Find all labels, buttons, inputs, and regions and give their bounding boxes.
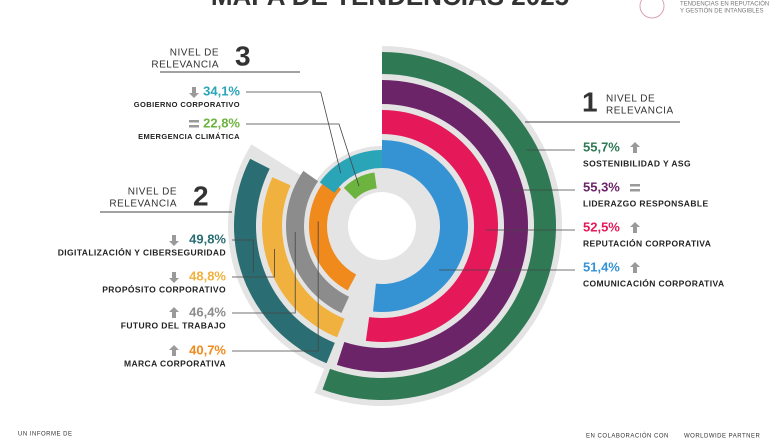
trend-up-arrow — [630, 142, 640, 153]
percentage: 40,7% — [189, 342, 226, 357]
trend-name: GOBIERNO CORPORATIVO — [134, 100, 240, 109]
percentage: 34,1% — [203, 83, 240, 98]
logo: TENDENCIAS EN REPUTACIÓN Y GESTIÓN DE IN… — [639, 0, 769, 19]
trend-arc — [336, 80, 528, 372]
level-label: NIVEL DE — [606, 94, 655, 105]
percentage: 48,8% — [189, 268, 226, 283]
leader-line — [232, 232, 296, 314]
trend-up-arrow — [630, 222, 640, 233]
percentage: 51,4% — [583, 259, 620, 274]
percentage: 46,4% — [189, 304, 226, 319]
level-number: 3 — [235, 40, 251, 71]
level-label: RELEVANCIA — [606, 106, 674, 117]
trend-name: MARCA CORPORATIVA — [124, 358, 226, 368]
trend-name: DIGITALIZACIÓN Y CIBERSEGURIDAD — [58, 246, 226, 257]
level-number: 1 — [582, 86, 598, 117]
trend-up-arrow — [169, 345, 179, 356]
level-label: RELEVANCIA — [109, 199, 177, 210]
level-number: 2 — [193, 180, 209, 211]
trend-equal — [630, 189, 640, 192]
leader-line — [232, 221, 319, 352]
trend-name: SOSTENIBILIDAD Y ASG — [583, 158, 691, 168]
trend-name: REPUTACIÓN CORPORATIVA — [583, 237, 711, 248]
trend-name: COMUNICACIÓN CORPORATIVA — [583, 277, 725, 288]
leader-line — [246, 123, 360, 187]
trend-arc — [309, 177, 357, 291]
title: MAPA DE TENDENCIAS 2025 — [211, 0, 569, 11]
level-label: RELEVANCIA — [151, 60, 219, 71]
trend-up-arrow — [169, 307, 179, 318]
trend-equal — [189, 120, 199, 123]
logo-icon — [639, 0, 665, 19]
ring-background — [314, 46, 562, 406]
trend-arc — [233, 158, 335, 364]
trend-arc — [365, 109, 499, 343]
leader-line — [232, 248, 275, 278]
trend-name: FUTURO DEL TRABAJO — [121, 320, 226, 330]
center-hole — [349, 193, 415, 259]
footer-center: EN COLABORACIÓN CON — [586, 433, 669, 440]
footer-right: WORLDWIDE PARTNER — [684, 434, 760, 440]
percentage: 52,5% — [583, 219, 620, 234]
trend-down-arrow — [169, 272, 179, 283]
trend-arc — [285, 170, 350, 314]
trend-name: PROPÓSITO CORPORATIVO — [102, 283, 226, 294]
trend-down-arrow — [189, 87, 199, 98]
percentage: 22,8% — [203, 115, 240, 130]
trend-arc — [319, 150, 382, 193]
logo-text: TENDENCIAS EN REPUTACIÓN — [680, 1, 769, 8]
trend-down-arrow — [169, 235, 179, 246]
trend-name: EMERGENCIA CLIMÁTICA — [138, 132, 240, 141]
leader-line — [232, 239, 254, 273]
trend-arc — [262, 177, 345, 338]
leader-line — [246, 91, 342, 174]
trend-arc — [343, 172, 377, 200]
percentage: 49,8% — [189, 231, 226, 246]
percentage: 55,3% — [583, 179, 620, 194]
footer-left: UN INFORME DE — [18, 432, 73, 438]
percentage: 55,7% — [583, 139, 620, 154]
trend-name: LIDERAZGO RESPONSABLE — [583, 198, 709, 208]
trend-equal — [630, 184, 640, 187]
trend-up-arrow — [630, 262, 640, 273]
level-label: NIVEL DE — [128, 187, 177, 198]
trend-arc — [373, 139, 469, 312]
trend-equal — [189, 125, 199, 128]
level-label: NIVEL DE — [170, 48, 219, 59]
logo-text: Y GESTIÓN DE INTANGIBLES — [680, 8, 763, 15]
